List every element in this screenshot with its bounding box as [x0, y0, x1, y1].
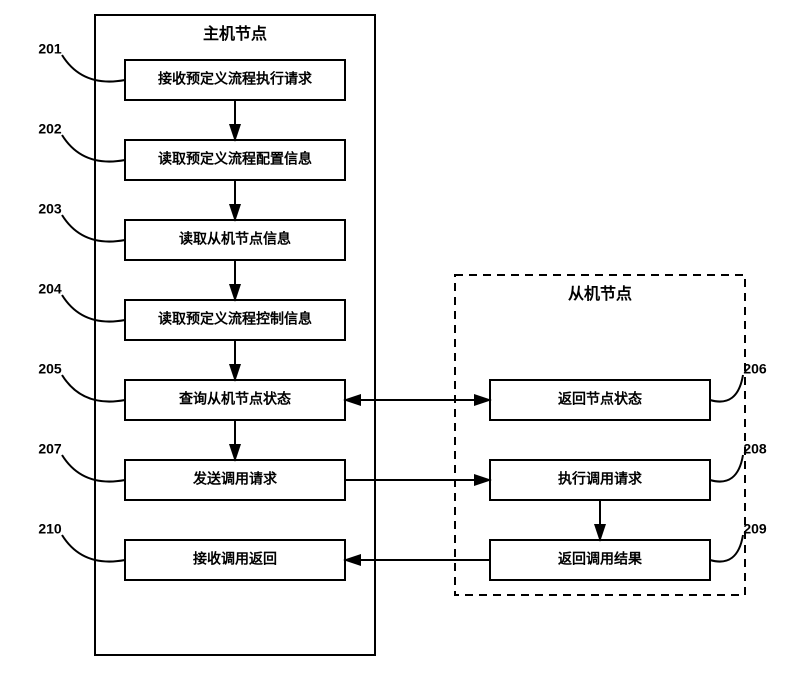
tag-203: 203 [38, 201, 62, 217]
lead-203 [62, 215, 125, 242]
tag-208: 208 [743, 441, 767, 457]
node-203-label: 读取从机节点信息 [179, 231, 291, 247]
tag-205: 205 [38, 361, 62, 377]
node-207-label: 发送调用请求 [192, 471, 278, 487]
node-209-label: 返回调用结果 [558, 551, 643, 567]
node-202-label: 读取预定义流程配置信息 [158, 151, 312, 167]
tag-201: 201 [38, 41, 62, 57]
lead-206 [710, 375, 743, 402]
master-title: 主机节点 [203, 24, 267, 43]
tag-204: 204 [38, 281, 62, 297]
tag-207: 207 [38, 441, 62, 457]
tag-202: 202 [38, 121, 62, 137]
node-201-label: 接收预定义流程执行请求 [158, 71, 313, 87]
lead-208 [710, 455, 743, 482]
node-205-label: 查询从机节点状态 [179, 391, 291, 407]
lead-205 [62, 375, 125, 402]
tag-206: 206 [743, 361, 767, 377]
lead-201 [62, 55, 125, 82]
lead-202 [62, 135, 125, 162]
node-206-label: 返回节点状态 [558, 391, 642, 407]
slave-title: 从机节点 [568, 284, 632, 303]
node-208-label: 执行调用请求 [558, 471, 643, 487]
lead-209 [710, 535, 743, 562]
lead-204 [62, 295, 125, 322]
lead-207 [62, 455, 125, 482]
node-210-label: 接收调用返回 [193, 551, 277, 567]
tag-210: 210 [38, 521, 62, 537]
tag-209: 209 [743, 521, 767, 537]
node-204-label: 读取预定义流程控制信息 [158, 311, 312, 327]
lead-210 [62, 535, 125, 562]
